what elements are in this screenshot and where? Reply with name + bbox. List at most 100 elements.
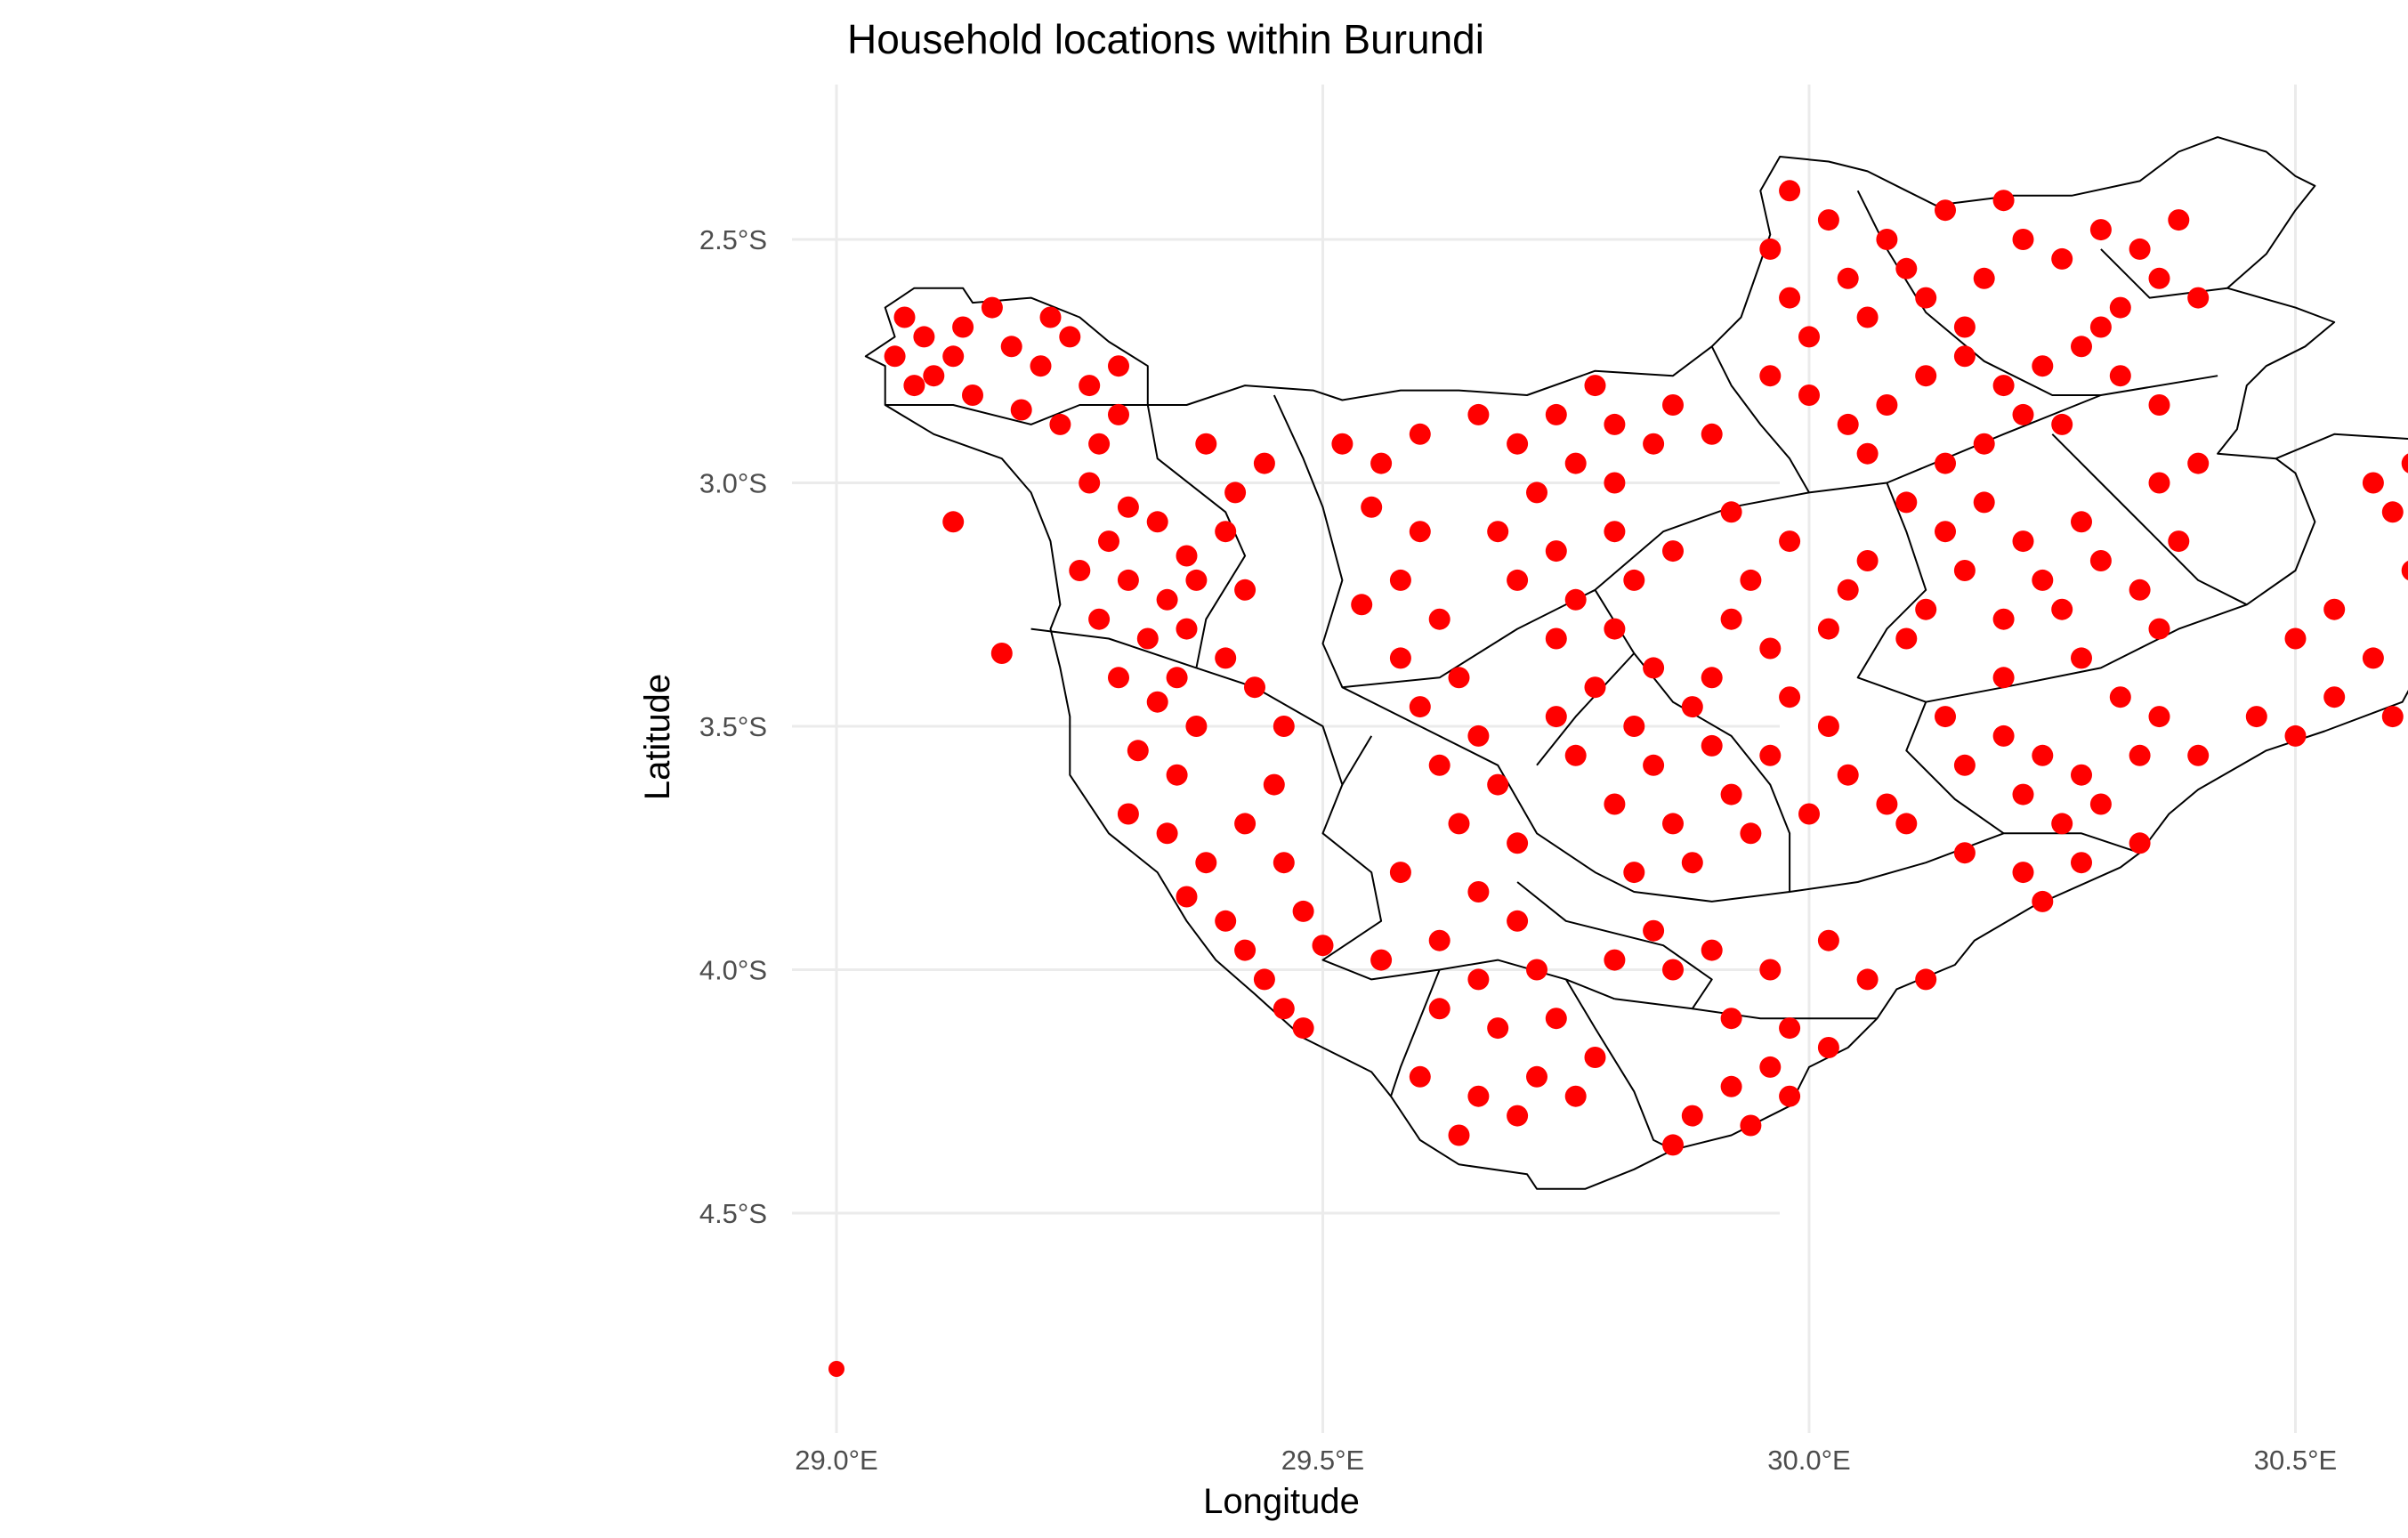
household-point <box>2245 706 2267 728</box>
household-point <box>1564 588 1587 611</box>
household-point <box>2071 852 2092 874</box>
axis-tick-labels: 29.0°E 29.5°E 30.0°E 30.5°E 2.5°S 3.0°S 3.5°S 4… <box>699 224 2337 1476</box>
household-point <box>942 511 965 533</box>
household-point <box>1253 452 1275 474</box>
household-point <box>962 384 983 406</box>
household-point <box>2401 453 2408 474</box>
household-point <box>1564 744 1587 766</box>
x-tick-label-3: 30.5°E <box>2254 1445 2337 1476</box>
household-point <box>1720 783 1742 805</box>
household-point <box>2051 598 2073 620</box>
y-tick-label-1: 3.0°S <box>699 468 767 499</box>
household-point <box>1467 403 1490 425</box>
household-point <box>942 345 965 368</box>
province-border-10 <box>1905 701 2005 835</box>
household-point <box>1701 734 1723 757</box>
household-point <box>1088 608 1111 630</box>
household-point <box>2012 403 2034 425</box>
household-point <box>1643 919 1665 942</box>
household-point <box>1117 803 1139 825</box>
household-point <box>1740 822 1762 845</box>
household-point <box>1817 1037 1839 1058</box>
household-point <box>1895 813 1918 835</box>
household-point <box>1156 588 1178 611</box>
household-point <box>1779 180 1801 202</box>
household-point <box>923 365 945 387</box>
household-point <box>1030 355 1052 377</box>
household-point <box>1953 560 1976 581</box>
province-border-15 <box>2051 433 2248 606</box>
household-point <box>1389 569 1411 591</box>
household-point <box>2089 550 2112 571</box>
province-border-5 <box>1341 735 1373 786</box>
household-point <box>1545 706 1567 728</box>
x-tick-label-0: 29.0°E <box>795 1445 877 1476</box>
household-point <box>2051 247 2073 270</box>
household-point <box>1856 550 1879 571</box>
household-point <box>2284 724 2307 747</box>
household-point <box>1643 754 1665 776</box>
household-point <box>1895 257 1918 279</box>
household-point <box>828 1361 844 1377</box>
province-border-18 <box>885 404 1148 425</box>
household-point <box>1059 326 1081 348</box>
household-point <box>1526 959 1547 981</box>
y-tick-label-2: 3.5°S <box>699 711 767 742</box>
household-point <box>1720 608 1742 630</box>
household-point <box>1117 496 1139 518</box>
household-point <box>1244 676 1265 699</box>
household-point <box>1992 375 2015 397</box>
province-border-6 <box>1594 589 1791 892</box>
household-point <box>1935 706 1956 728</box>
household-point <box>1564 452 1587 474</box>
x-tick-label-1: 29.5°E <box>1281 1445 1364 1476</box>
household-point <box>1817 618 1839 640</box>
household-point <box>1856 968 1879 991</box>
household-point <box>1895 627 1918 650</box>
household-point <box>1604 949 1626 971</box>
household-point <box>1331 433 1353 455</box>
household-point <box>1079 375 1101 397</box>
household-point <box>2032 890 2054 912</box>
household-point <box>2187 744 2210 766</box>
household-point <box>1263 773 1285 796</box>
household-point <box>1701 423 1723 445</box>
household-point <box>1273 852 1295 874</box>
household-point <box>1623 716 1645 737</box>
household-point <box>1428 998 1450 1020</box>
household-point <box>2089 793 2112 815</box>
household-point <box>1467 881 1490 903</box>
household-point <box>1526 1065 1547 1088</box>
household-point <box>1915 365 1937 387</box>
household-point <box>1604 472 1626 494</box>
household-point <box>1146 691 1168 713</box>
chart-title: Household locations within Burundi <box>847 16 1484 62</box>
province-border-9 <box>1856 457 2316 703</box>
household-point <box>2323 686 2346 708</box>
province-border-2 <box>1030 627 1197 669</box>
household-point <box>1935 452 1956 474</box>
household-point <box>1176 618 1198 640</box>
household-point <box>903 375 925 397</box>
household-point <box>1389 862 1411 884</box>
household-point <box>1428 929 1450 951</box>
province-border-16 <box>1856 190 2101 396</box>
household-point <box>1108 667 1129 689</box>
household-point <box>1798 803 1820 825</box>
household-point <box>1292 900 1314 922</box>
household-point <box>1215 521 1237 543</box>
household-point <box>1662 813 1684 835</box>
household-point <box>1837 413 1859 435</box>
household-point <box>1584 1047 1606 1068</box>
household-point <box>1215 647 1237 669</box>
household-point <box>2071 336 2092 358</box>
household-point <box>1428 754 1450 776</box>
household-point <box>1273 998 1295 1020</box>
household-point <box>1604 618 1626 640</box>
household-point <box>2032 744 2054 766</box>
household-point <box>1740 569 1762 591</box>
household-point <box>1234 939 1257 961</box>
household-point <box>2129 832 2151 854</box>
household-point <box>1935 199 1956 222</box>
household-point <box>1604 413 1626 435</box>
